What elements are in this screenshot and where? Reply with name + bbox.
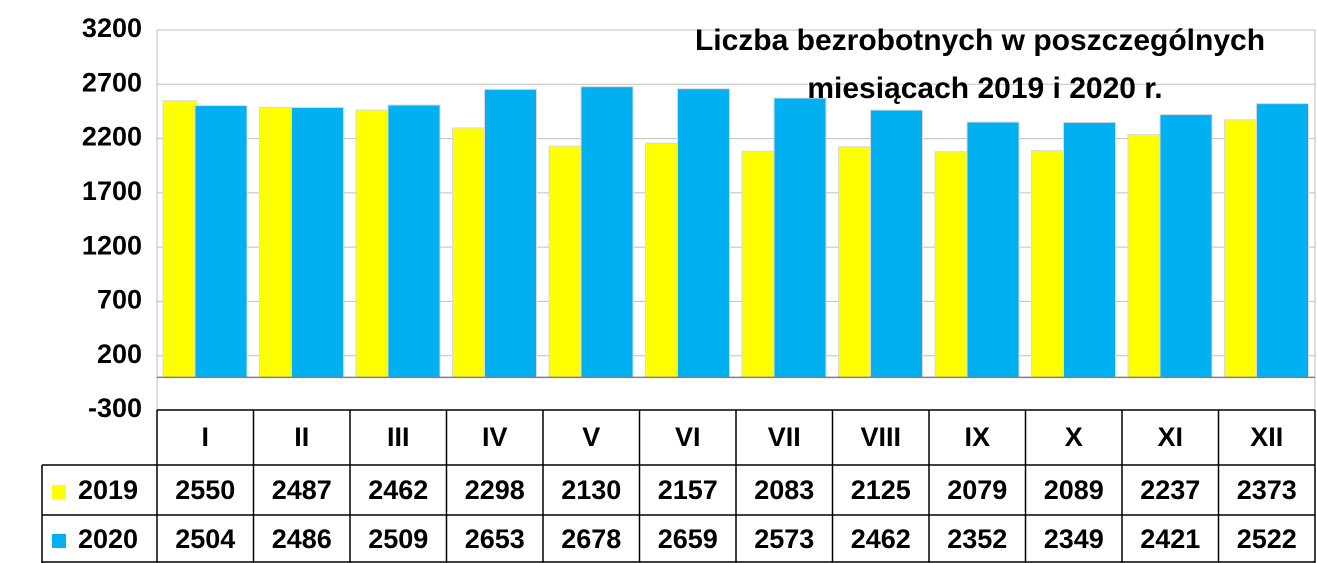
x-tick-label: I — [201, 422, 209, 452]
table-value: 2157 — [658, 475, 718, 505]
table-value: 2462 — [368, 475, 428, 505]
y-tick-label: -300 — [88, 393, 142, 423]
table-value: 2373 — [1237, 475, 1297, 505]
x-tick-label: VI — [675, 422, 701, 452]
table-value: 2653 — [465, 524, 525, 554]
chart-title: miesiącach 2019 i 2020 r. — [807, 72, 1162, 105]
table-value: 2352 — [947, 524, 1007, 554]
y-tick-label: 2200 — [82, 122, 142, 152]
bar — [934, 151, 970, 378]
bar — [162, 100, 198, 378]
bar — [1256, 103, 1309, 378]
bar — [1063, 121, 1116, 378]
table-value: 2130 — [561, 475, 621, 505]
table-value: 2421 — [1140, 524, 1200, 554]
table-value: 2522 — [1237, 524, 1297, 554]
bar — [548, 145, 584, 378]
table-value: 2487 — [272, 475, 332, 505]
bar — [291, 107, 344, 378]
bar — [645, 142, 680, 378]
table-value: 2678 — [561, 524, 621, 554]
table-value: 2083 — [754, 475, 814, 505]
chart-title: Liczba bezrobotnych w poszczególnych — [695, 24, 1265, 57]
table-value: 2550 — [175, 475, 235, 505]
bar — [677, 88, 730, 378]
y-tick-label: 2700 — [82, 67, 142, 97]
x-tick-label: X — [1065, 422, 1083, 452]
x-tick-label: III — [387, 422, 410, 452]
bar — [870, 109, 923, 378]
bar — [259, 106, 294, 378]
bar — [1031, 150, 1066, 378]
table-value: 2298 — [465, 475, 525, 505]
x-tick-label: VIII — [860, 422, 901, 452]
table-value: 2659 — [658, 524, 718, 554]
bar — [966, 121, 1020, 378]
bar — [355, 109, 391, 378]
legend-label: 2020 — [78, 524, 138, 554]
x-tick-label: XII — [1250, 422, 1283, 452]
bar — [452, 127, 487, 378]
table-value: 2462 — [851, 524, 911, 554]
y-tick-label: 3200 — [82, 13, 142, 43]
bar — [838, 146, 873, 378]
legend-label: 2019 — [78, 475, 138, 505]
table-value: 2237 — [1140, 475, 1200, 505]
legend-key — [52, 534, 66, 548]
bar — [1224, 119, 1259, 378]
x-tick-label: XI — [1157, 422, 1183, 452]
y-tick-label: 1700 — [82, 176, 142, 206]
x-tick-label: IX — [964, 422, 990, 452]
table-value: 2509 — [368, 524, 428, 554]
x-tick-label: IV — [482, 422, 508, 452]
plot-area — [156, 29, 1316, 411]
bar — [387, 104, 441, 378]
bar — [1159, 114, 1213, 378]
bar — [773, 97, 827, 378]
table-value: 2089 — [1044, 475, 1104, 505]
legend-key — [52, 485, 66, 499]
bar — [194, 105, 248, 378]
bar — [484, 88, 537, 378]
y-tick-label: 1200 — [82, 230, 142, 260]
bar — [741, 150, 777, 378]
y-tick-label: 700 — [97, 285, 142, 315]
table-value: 2504 — [175, 524, 235, 554]
table-value: 2125 — [851, 475, 911, 505]
table-value: 2486 — [272, 524, 332, 554]
table-value: 2573 — [754, 524, 814, 554]
table-value: 2349 — [1044, 524, 1104, 554]
x-tick-label: II — [294, 422, 309, 452]
x-tick-label: VII — [768, 422, 801, 452]
bar — [580, 86, 634, 378]
x-tick-label: V — [582, 422, 600, 452]
y-tick-label: 200 — [97, 339, 142, 369]
table-value: 2079 — [947, 475, 1007, 505]
bar — [1127, 134, 1163, 378]
